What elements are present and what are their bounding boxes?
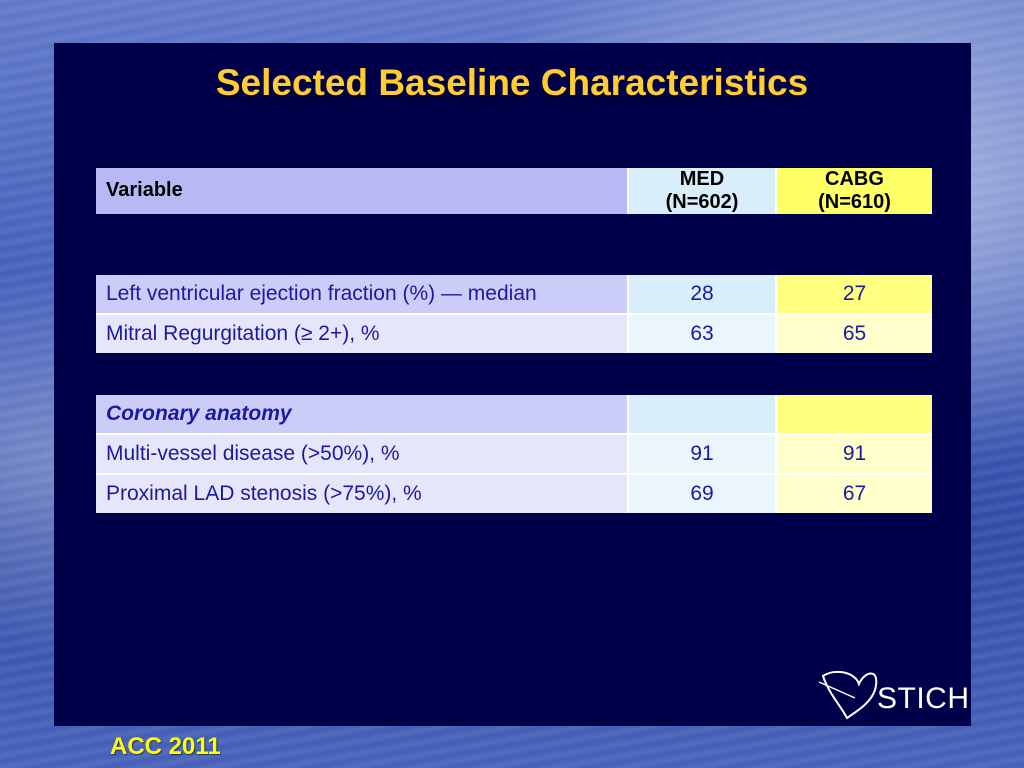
- table-row: Mitral Regurgitation (≥ 2+), % 63 65: [96, 313, 932, 353]
- med-value: 63: [627, 313, 776, 353]
- header-table: Variable MED (N=602) CABG (N=610): [96, 168, 932, 214]
- slide-title: Selected Baseline Characteristics: [215, 62, 809, 103]
- variable-header: Variable: [96, 168, 628, 214]
- anatomy-table: Coronary anatomy Multi-vessel disease (>…: [96, 395, 932, 513]
- cabg-value: [775, 395, 932, 434]
- med-value: 28: [627, 275, 776, 314]
- med-value: 69: [627, 473, 776, 513]
- cabg-label: CABG: [825, 168, 884, 190]
- table-row: Proximal LAD stenosis (>75%), % 69 67: [96, 473, 932, 513]
- med-value: 91: [627, 433, 776, 474]
- row-label: Left ventricular ejection fraction (%) —…: [96, 275, 628, 314]
- cabg-n: (N=610): [818, 191, 891, 213]
- med-value: [627, 395, 776, 434]
- stich-logo-text: STICH: [877, 682, 970, 715]
- header-row: Variable MED (N=602) CABG (N=610): [96, 168, 932, 214]
- footer-text: ACC 2011: [110, 733, 221, 760]
- med-header: MED (N=602): [627, 168, 776, 214]
- table-row: Multi-vessel disease (>50%), % 91 91: [96, 433, 932, 474]
- row-label: Multi-vessel disease (>50%), %: [96, 433, 628, 474]
- slide-panel: [54, 43, 971, 726]
- cabg-header: CABG (N=610): [775, 168, 932, 214]
- section-row: Coronary anatomy: [96, 395, 932, 434]
- section-label: Coronary anatomy: [96, 395, 628, 434]
- table-row: Left ventricular ejection fraction (%) —…: [96, 275, 932, 314]
- cabg-value: 91: [775, 433, 932, 474]
- med-n: (N=602): [665, 191, 739, 213]
- heart-logo-icon: [818, 670, 878, 720]
- row-label: Mitral Regurgitation (≥ 2+), %: [96, 313, 628, 353]
- row-label: Proximal LAD stenosis (>75%), %: [96, 473, 628, 513]
- cabg-value: 67: [775, 473, 932, 513]
- cabg-value: 65: [775, 313, 932, 353]
- lv-table: Left ventricular ejection fraction (%) —…: [96, 275, 932, 353]
- med-label: MED: [679, 168, 725, 190]
- cabg-value: 27: [775, 275, 932, 314]
